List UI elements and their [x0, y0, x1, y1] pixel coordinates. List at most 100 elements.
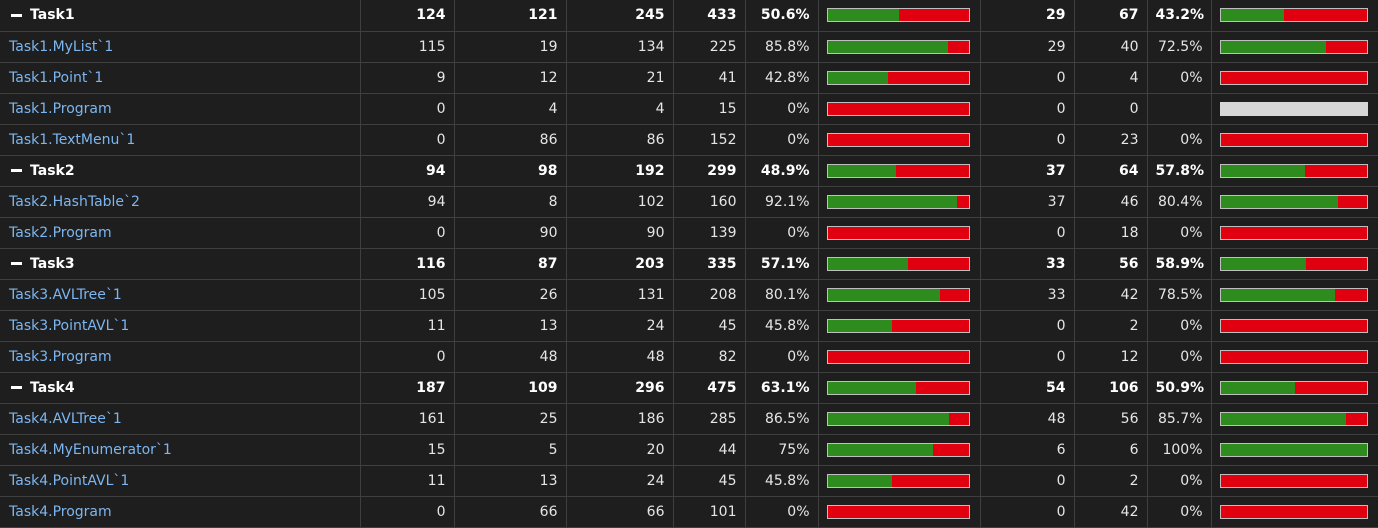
total-lines-cell: 139	[673, 217, 746, 249]
table-row[interactable]: Task3.Program 0 48 48 82 0% 0 12 0%	[0, 341, 1378, 373]
row-name-label[interactable]: Task2.Program	[9, 224, 112, 241]
branch-coverage-bar-fill	[1220, 164, 1305, 177]
collapse-minus-icon[interactable]	[11, 262, 22, 265]
branch-coverage-bar	[1219, 504, 1368, 519]
row-name-label[interactable]: Task1.TextMenu`1	[9, 131, 136, 148]
collapse-minus-icon[interactable]	[11, 386, 22, 389]
block-coverage-bar-cell	[818, 217, 981, 249]
row-name-label[interactable]: Task4.PointAVL`1	[9, 472, 130, 489]
branch-coverage-percent-cell: 0%	[1147, 62, 1212, 94]
branch-coverage-percent-cell: 78.5%	[1147, 279, 1212, 311]
row-name-label[interactable]: Task3.AVLTree`1	[9, 286, 122, 303]
block-coverage-bar-cell	[818, 341, 981, 373]
type-name-cell[interactable]: Task1.TextMenu`1	[0, 124, 361, 156]
uncovered-blocks-cell: 48	[454, 341, 567, 373]
block-coverage-percent-cell: 0%	[745, 496, 819, 528]
group-name-cell[interactable]: Task4	[0, 372, 361, 404]
branch-coverage-bar-fill	[1220, 381, 1295, 394]
type-name-cell[interactable]: Task4.MyEnumerator`1	[0, 434, 361, 466]
table-row[interactable]: Task4.AVLTree`1 161 25 186 285 86.5% 48 56 85.7%	[0, 403, 1378, 435]
branch-coverage-bar-fill	[1220, 9, 1284, 22]
covered-blocks-cell: 94	[360, 155, 455, 187]
group-name-cell[interactable]: Task3	[0, 248, 361, 280]
collapse-minus-icon[interactable]	[11, 169, 22, 172]
total-blocks-cell: 48	[566, 341, 674, 373]
block-coverage-percent-cell: 63.1%	[745, 372, 819, 404]
collapse-minus-icon[interactable]	[11, 13, 22, 17]
total-branches-cell: 56	[1074, 403, 1148, 435]
table-row[interactable]: Task4.MyEnumerator`1 15 5 20 44 75% 6 6 100%	[0, 434, 1378, 466]
table-row[interactable]: Task1.Program 0 4 4 15 0% 0 0	[0, 93, 1378, 125]
branch-coverage-percent-cell: 58.9%	[1147, 248, 1212, 280]
group-row[interactable]: Task2 94 98 192 299 48.9% 37 64 57.8%	[0, 155, 1378, 187]
row-name-label[interactable]: Task4.MyEnumerator`1	[9, 441, 172, 458]
group-name-cell[interactable]: Task2	[0, 155, 361, 187]
block-coverage-bar-fill	[827, 195, 958, 208]
row-name-label[interactable]: Task1.Point`1	[9, 69, 104, 86]
group-row[interactable]: Task3 116 87 203 335 57.1% 33 56 58.9%	[0, 248, 1378, 280]
uncovered-blocks-cell: 19	[454, 31, 567, 63]
type-name-cell[interactable]: Task3.PointAVL`1	[0, 310, 361, 342]
type-name-cell[interactable]: Task1.MyList`1	[0, 31, 361, 63]
block-coverage-bar	[826, 473, 970, 488]
block-coverage-percent-cell: 45.8%	[745, 465, 819, 497]
branch-coverage-bar-cell	[1211, 0, 1378, 32]
block-coverage-bar-fill	[827, 164, 897, 177]
table-row[interactable]: Task4.PointAVL`1 11 13 24 45 45.8% 0 2 0%	[0, 465, 1378, 497]
branch-coverage-bar	[1219, 8, 1368, 23]
type-name-cell[interactable]: Task2.Program	[0, 217, 361, 249]
type-name-cell[interactable]: Task4.AVLTree`1	[0, 403, 361, 435]
total-blocks-cell: 4	[566, 93, 674, 125]
type-name-cell[interactable]: Task1.Point`1	[0, 62, 361, 94]
group-row[interactable]: Task1 124 121 245 433 50.6% 29 67 43.2%	[0, 0, 1378, 32]
type-name-cell[interactable]: Task3.Program	[0, 341, 361, 373]
table-row[interactable]: Task4.Program 0 66 66 101 0% 0 42 0%	[0, 496, 1378, 528]
block-coverage-bar	[826, 349, 970, 364]
table-row[interactable]: Task2.Program 0 90 90 139 0% 0 18 0%	[0, 217, 1378, 249]
table-row[interactable]: Task1.TextMenu`1 0 86 86 152 0% 0 23 0%	[0, 124, 1378, 156]
type-name-cell[interactable]: Task1.Program	[0, 93, 361, 125]
table-row[interactable]: Task1.Point`1 9 12 21 41 42.8% 0 4 0%	[0, 62, 1378, 94]
row-name-label[interactable]: Task2.HashTable`2	[9, 193, 140, 210]
covered-blocks-cell: 124	[360, 0, 455, 32]
table-row[interactable]: Task3.AVLTree`1 105 26 131 208 80.1% 33 42 78.5%	[0, 279, 1378, 311]
block-coverage-percent-cell: 85.8%	[745, 31, 819, 63]
branch-coverage-bar-cell	[1211, 403, 1378, 435]
block-coverage-bar	[826, 70, 970, 85]
uncovered-blocks-cell: 4	[454, 93, 567, 125]
table-row[interactable]: Task1.MyList`1 115 19 134 225 85.8% 29 40 72.5%	[0, 31, 1378, 63]
group-row[interactable]: Task4 187 109 296 475 63.1% 54 106 50.9%	[0, 372, 1378, 404]
group-name-cell[interactable]: Task1	[0, 0, 361, 32]
total-branches-cell: 40	[1074, 31, 1148, 63]
row-name-label[interactable]: Task1.MyList`1	[9, 38, 114, 55]
type-name-cell[interactable]: Task4.PointAVL`1	[0, 465, 361, 497]
branch-coverage-bar	[1219, 132, 1368, 147]
table-row[interactable]: Task2.HashTable`2 94 8 102 160 92.1% 37 46 80.4%	[0, 186, 1378, 218]
total-branches-cell: 18	[1074, 217, 1148, 249]
row-name-label[interactable]: Task4.AVLTree`1	[9, 410, 122, 427]
covered-blocks-cell: 15	[360, 434, 455, 466]
branch-coverage-bar-cell	[1211, 465, 1378, 497]
branch-coverage-bar-cell	[1211, 155, 1378, 187]
total-lines-cell: 208	[673, 279, 746, 311]
row-name-label[interactable]: Task3.Program	[9, 348, 112, 365]
total-lines-cell: 433	[673, 0, 746, 32]
block-coverage-bar-cell	[818, 124, 981, 156]
block-coverage-percent-cell: 42.8%	[745, 62, 819, 94]
table-row[interactable]: Task3.PointAVL`1 11 13 24 45 45.8% 0 2 0%	[0, 310, 1378, 342]
branch-coverage-bar-fill	[1220, 257, 1307, 270]
row-name-label[interactable]: Task3.PointAVL`1	[9, 317, 130, 334]
row-name-label: Task4	[30, 379, 75, 396]
branch-coverage-percent-cell: 0%	[1147, 310, 1212, 342]
row-name-label[interactable]: Task4.Program	[9, 503, 112, 520]
type-name-cell[interactable]: Task4.Program	[0, 496, 361, 528]
branch-coverage-percent-cell: 0%	[1147, 496, 1212, 528]
row-name-label: Task1	[30, 7, 75, 24]
type-name-cell[interactable]: Task3.AVLTree`1	[0, 279, 361, 311]
type-name-cell[interactable]: Task2.HashTable`2	[0, 186, 361, 218]
covered-branches-cell: 0	[980, 93, 1075, 125]
total-lines-cell: 15	[673, 93, 746, 125]
covered-branches-cell: 37	[980, 186, 1075, 218]
row-name-label[interactable]: Task1.Program	[9, 100, 112, 117]
branch-coverage-bar-cell	[1211, 62, 1378, 94]
